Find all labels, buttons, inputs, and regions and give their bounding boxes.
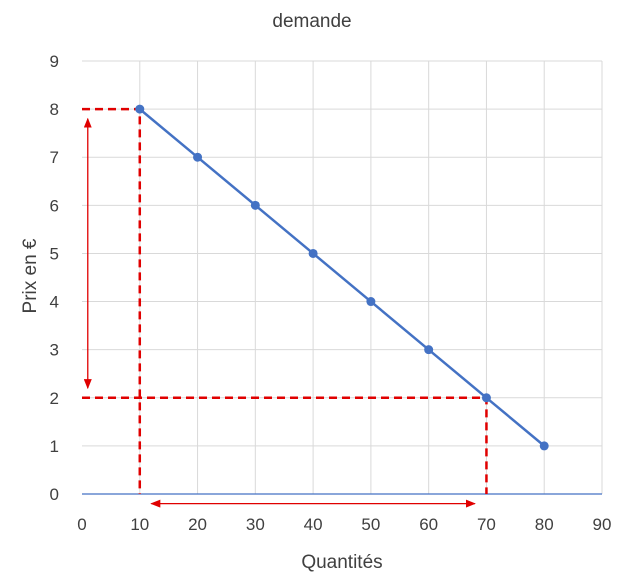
data-point xyxy=(193,152,203,162)
x-tick-label: 60 xyxy=(419,515,438,534)
y-tick-label: 4 xyxy=(50,293,59,312)
data-point xyxy=(366,297,376,307)
x-tick-label: 30 xyxy=(246,515,265,534)
x-tick-label: 50 xyxy=(361,515,380,534)
annotations xyxy=(82,107,488,508)
x-tick-label: 80 xyxy=(535,515,554,534)
axes: 0 10 20 30 40 50 60 70 80 90 0 1 2 3 4 5 6 7 8 9 xyxy=(50,52,612,534)
y-tick-label: 3 xyxy=(50,341,59,360)
x-tick-label: 90 xyxy=(593,515,612,534)
data-point xyxy=(135,104,145,114)
demand-line xyxy=(138,108,546,447)
x-tick-label: 20 xyxy=(188,515,207,534)
data-point xyxy=(424,345,434,355)
y-tick-label: 2 xyxy=(50,389,59,408)
grid xyxy=(82,60,603,494)
x-tick-label: 70 xyxy=(477,515,496,534)
y-tick-label: 1 xyxy=(50,437,59,456)
y-tick-label: 0 xyxy=(50,485,59,504)
y-axis-title: Prix en € xyxy=(20,238,41,313)
data-point xyxy=(250,200,260,210)
data-point xyxy=(539,441,549,451)
y-tick-label: 8 xyxy=(50,100,59,119)
y-tick-label: 9 xyxy=(50,52,59,71)
y-tick-label: 7 xyxy=(50,148,59,167)
x-axis-title: Quantités xyxy=(301,552,382,573)
y-tick-label: 5 xyxy=(50,244,59,263)
chart-title: demande xyxy=(272,11,351,32)
series-layer xyxy=(135,104,549,451)
data-point xyxy=(308,248,318,258)
x-tick-label: 40 xyxy=(304,515,323,534)
x-tick-label: 0 xyxy=(77,515,86,534)
data-point xyxy=(481,393,491,403)
y-tick-label: 6 xyxy=(50,196,59,215)
x-tick-label: 10 xyxy=(130,515,149,534)
